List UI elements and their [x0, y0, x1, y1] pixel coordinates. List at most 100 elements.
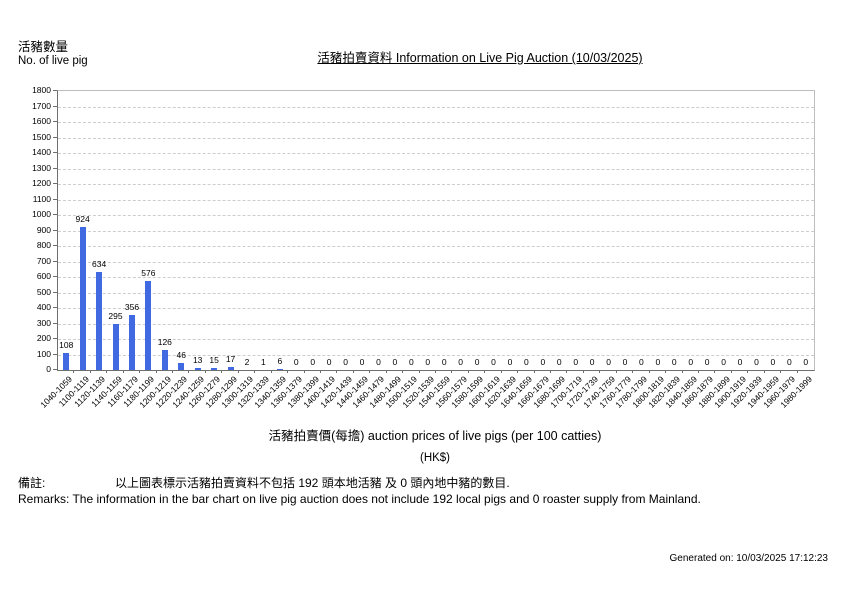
y-tick-label: 200	[36, 333, 51, 343]
y-tick-label: 500	[36, 286, 51, 297]
x-tick	[89, 370, 91, 373]
gridline	[58, 354, 814, 356]
x-tick	[237, 370, 239, 373]
bar	[112, 324, 119, 370]
x-tick	[73, 370, 75, 373]
x-tick	[221, 370, 223, 373]
bar-value-label: 46	[176, 350, 186, 360]
y-tick	[53, 214, 57, 215]
bar	[128, 315, 135, 370]
gridline	[58, 323, 814, 325]
bar-value-label: 0	[770, 357, 776, 367]
bar-value-label: 295	[108, 311, 123, 321]
bar-value-label: 0	[293, 357, 299, 367]
x-tick	[435, 370, 436, 373]
gridline	[58, 106, 814, 108]
x-tick	[139, 370, 141, 373]
x-tick	[714, 370, 716, 373]
x-tick	[730, 370, 732, 373]
bar-value-label: 0	[704, 357, 710, 367]
x-tick	[780, 370, 782, 373]
y-tick	[53, 152, 57, 153]
y-tick	[53, 307, 57, 308]
bar	[145, 281, 152, 370]
gridline	[58, 199, 814, 201]
bar-value-label: 0	[671, 357, 677, 367]
gridline	[58, 246, 814, 247]
y-tick-label: 0	[46, 364, 51, 374]
x-tick	[582, 370, 584, 373]
y-tick	[53, 90, 57, 91]
x-tick	[550, 370, 552, 373]
bar-value-label: 0	[573, 357, 579, 367]
x-tick	[303, 370, 305, 373]
y-tick	[53, 338, 57, 339]
x-tick	[287, 370, 289, 373]
x-tick	[352, 370, 354, 373]
y-tick-label: 1100	[32, 193, 51, 204]
y-tick-label: 1200	[32, 178, 51, 188]
y-tick-label: 800	[36, 240, 51, 250]
bar-value-label: 6	[277, 356, 283, 366]
x-tick	[467, 370, 469, 373]
x-tick	[615, 370, 617, 373]
gridline	[58, 339, 814, 340]
gridline	[58, 261, 814, 263]
x-tick	[418, 370, 420, 373]
bar-value-label: 356	[124, 302, 140, 312]
bar-value-label: 0	[622, 357, 628, 367]
x-tick	[254, 370, 256, 373]
bar-value-label: 0	[441, 357, 447, 367]
x-tick	[451, 370, 453, 373]
bar-value-label: 0	[803, 357, 809, 367]
x-tick	[319, 370, 321, 373]
bar	[161, 350, 168, 370]
x-tick	[599, 370, 601, 373]
bar-value-label: 0	[392, 357, 398, 367]
x-axis-unit: (HK$)	[419, 452, 451, 464]
x-tick	[747, 370, 749, 373]
x-tick	[204, 370, 206, 373]
x-tick	[402, 370, 404, 373]
x-tick	[500, 370, 502, 373]
y-tick-label: 1400	[32, 147, 51, 157]
bar-value-label: 0	[376, 357, 381, 367]
bar-value-label: 0	[491, 357, 496, 367]
y-tick	[53, 291, 57, 293]
y-tick-label: 1300	[32, 162, 51, 173]
x-tick	[763, 370, 765, 373]
y-tick-label: 100	[36, 348, 51, 359]
y-tick	[53, 183, 57, 184]
x-axis-title: 活豬拍賣價(每擔) auction prices of live pigs (p…	[268, 429, 602, 443]
bar-value-label: 15	[209, 355, 219, 365]
y-tick	[53, 121, 57, 122]
y-tick	[53, 245, 57, 246]
x-tick	[270, 370, 272, 373]
bar-value-label: 576	[141, 268, 156, 278]
x-tick	[336, 370, 338, 373]
bar-value-label: 0	[507, 357, 513, 367]
remark-label-zh: 備註:	[18, 476, 46, 490]
x-tick	[648, 370, 650, 373]
x-tick	[632, 370, 634, 373]
bar-value-label: 0	[639, 357, 644, 367]
bar-value-label: 0	[343, 357, 348, 367]
x-tick	[188, 370, 190, 373]
y-tick	[53, 353, 57, 355]
gridline	[58, 292, 814, 294]
y-tick-label: 1000	[32, 209, 51, 219]
bar-value-label: 0	[721, 357, 726, 367]
bar	[79, 227, 86, 370]
bar-value-label: 0	[458, 357, 464, 367]
y-tick-label: 900	[36, 224, 51, 235]
x-tick	[122, 370, 124, 373]
y-axis-title-en: No. of live pig	[18, 55, 88, 67]
bar-value-label: 0	[474, 357, 480, 367]
bar-value-label: 0	[606, 357, 611, 367]
bar	[178, 363, 185, 370]
y-tick	[53, 105, 57, 107]
bar-value-label: 2	[244, 357, 250, 367]
bar-value-label: 634	[91, 259, 107, 269]
gridline	[58, 215, 814, 216]
